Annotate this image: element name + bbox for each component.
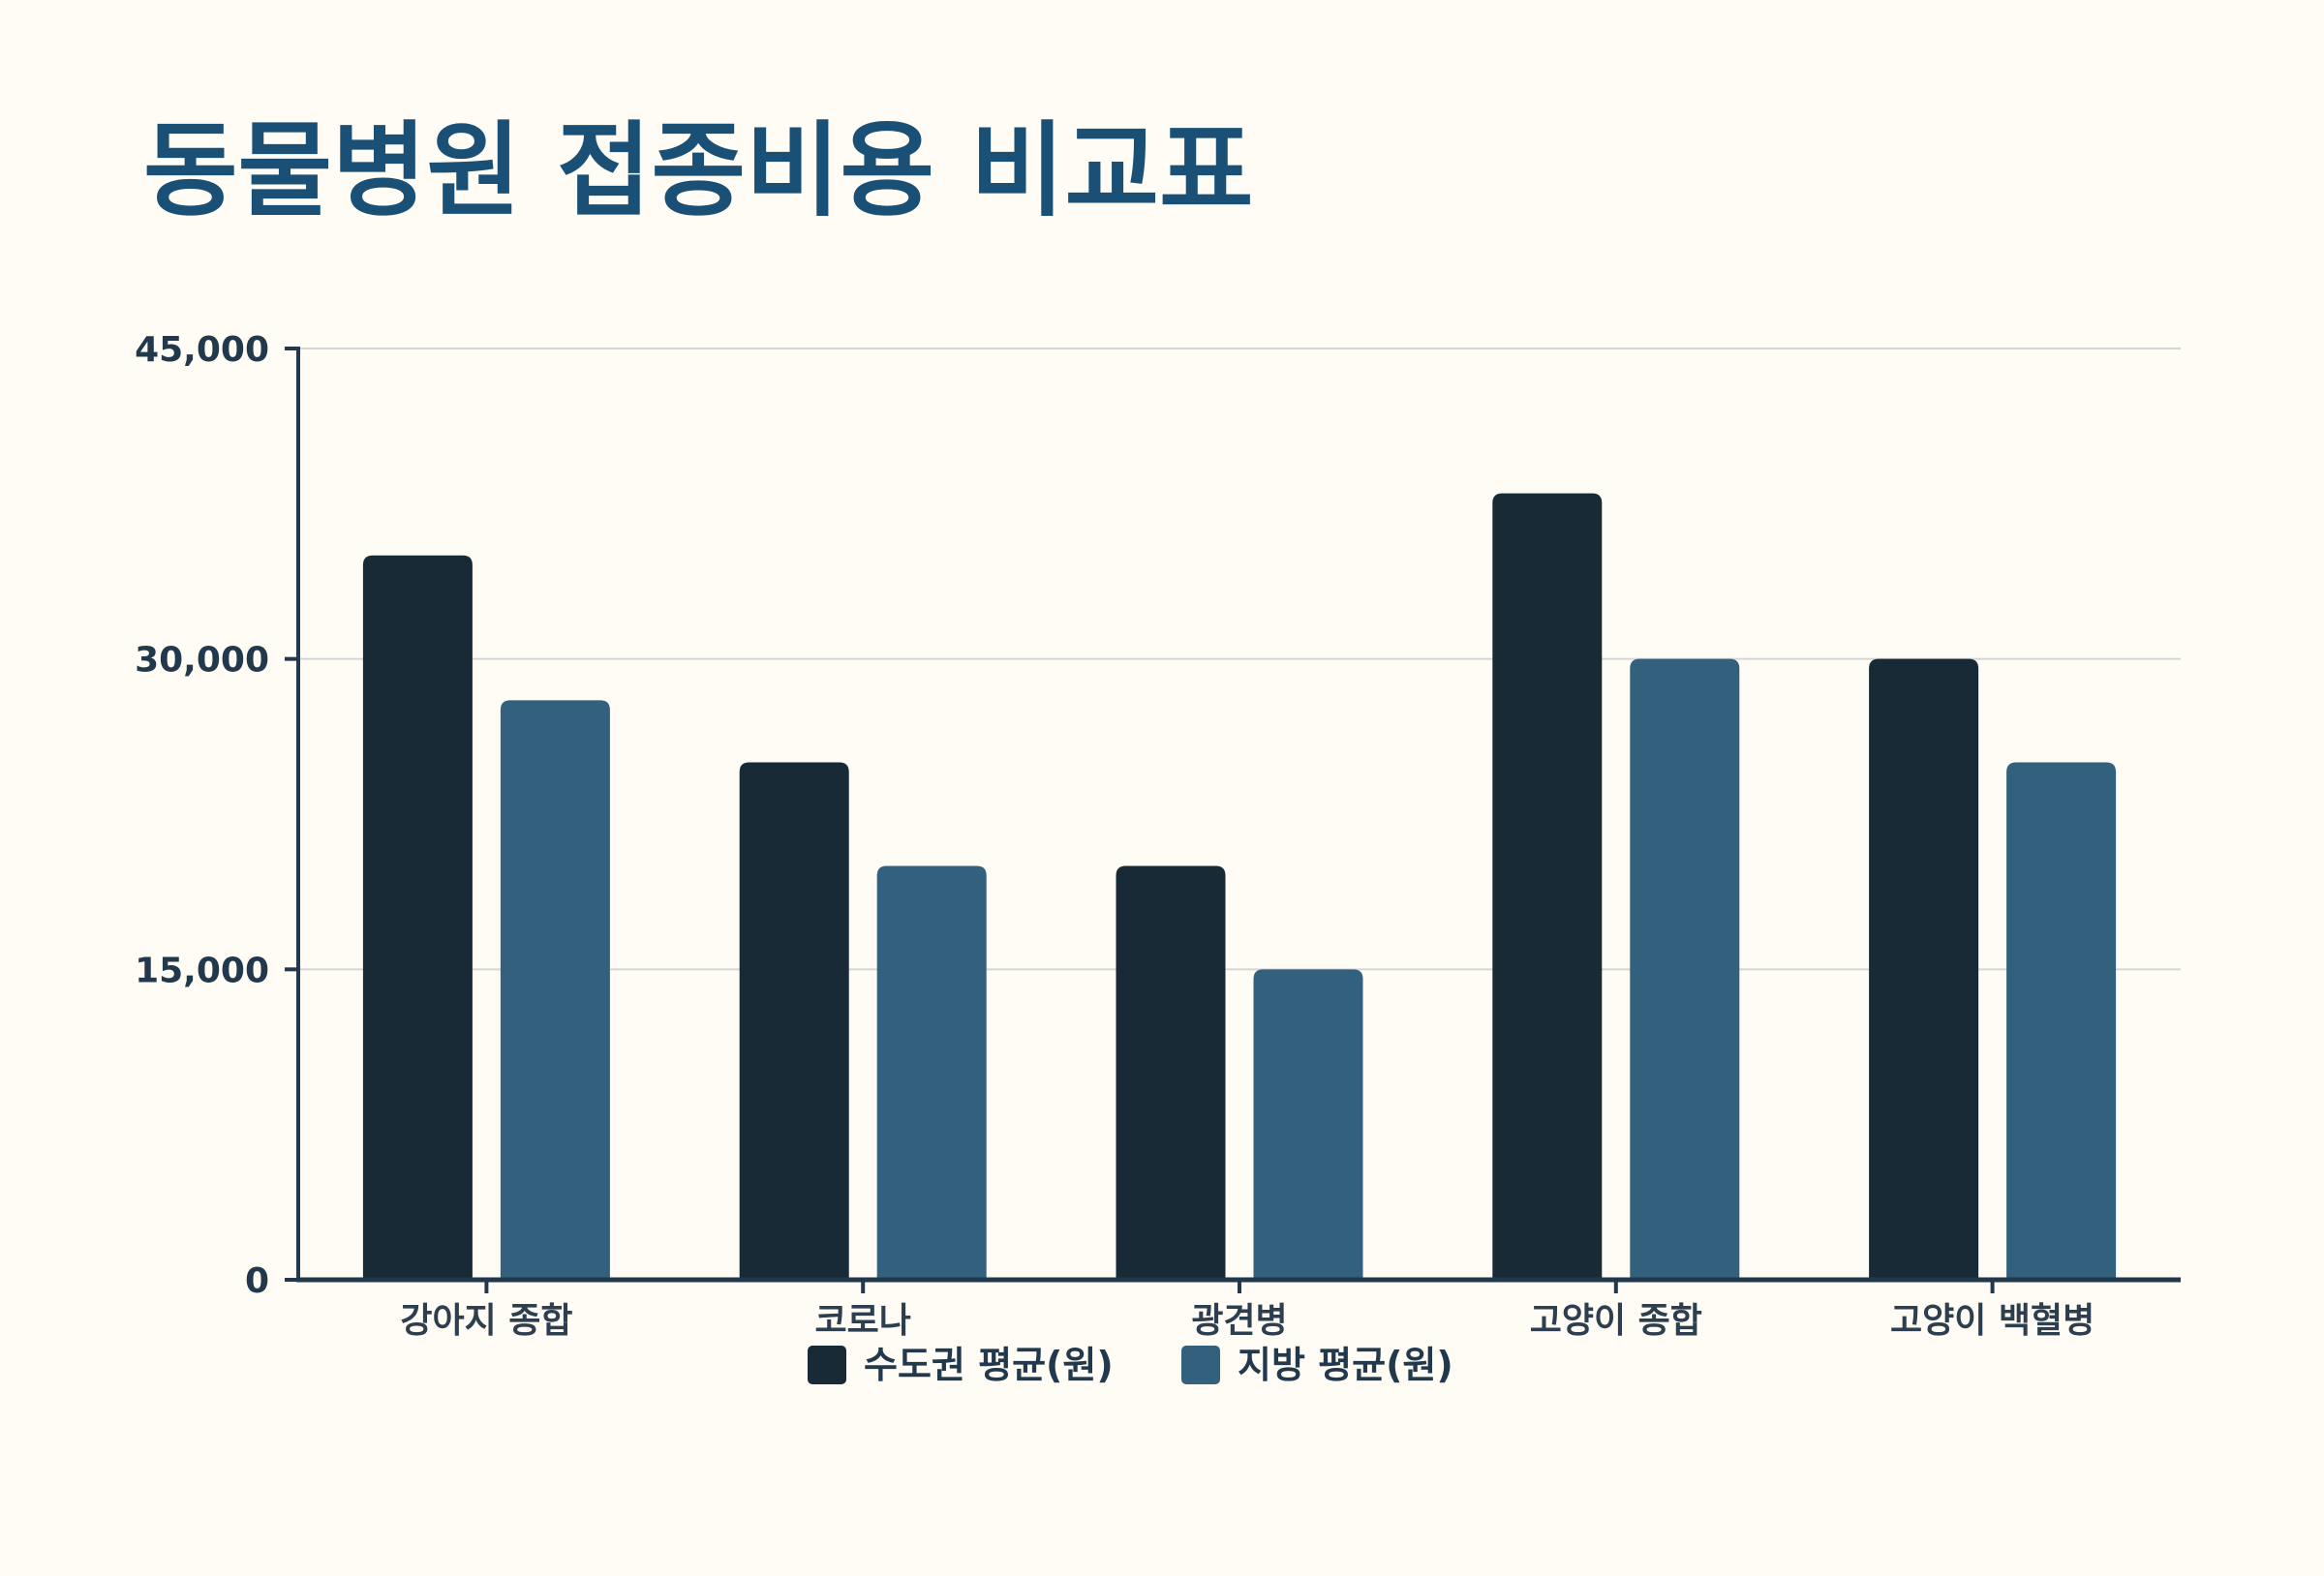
legend-swatch bbox=[1181, 1346, 1220, 1384]
bar bbox=[1630, 658, 1740, 1280]
legend-swatch bbox=[808, 1346, 846, 1384]
legend: 수도권 평균(원) 지방 평균(원) bbox=[808, 1344, 1453, 1386]
y-tick-label: 45,000 bbox=[135, 330, 269, 370]
bar bbox=[1253, 969, 1363, 1280]
x-tick-label: 강아지 종합 bbox=[400, 1301, 572, 1341]
bar bbox=[1869, 658, 1979, 1280]
y-tick-label: 30,000 bbox=[135, 641, 269, 681]
grid-lines bbox=[298, 348, 2181, 971]
x-tick-label: 고양이 백혈병 bbox=[1890, 1301, 2095, 1341]
axes bbox=[285, 347, 2181, 1293]
bar bbox=[876, 865, 987, 1280]
bar bbox=[2006, 762, 2117, 1280]
x-tick-label: 고양이 종합 bbox=[1530, 1301, 1702, 1341]
legend-label: 수도권 평균(원) bbox=[864, 1344, 1114, 1386]
chart-title: 동물병원 접종비용 비교표 bbox=[143, 111, 1254, 230]
bar bbox=[500, 700, 610, 1280]
bars bbox=[362, 493, 2117, 1281]
x-tick-label: 코로나 bbox=[815, 1301, 911, 1341]
legend-label: 지방 평균(원) bbox=[1238, 1344, 1453, 1386]
bar bbox=[1492, 493, 1603, 1281]
y-tick-label: 0 bbox=[245, 1261, 269, 1301]
y-tick-label: 15,000 bbox=[135, 951, 269, 990]
bar bbox=[1116, 865, 1226, 1280]
x-tick-label: 광견병 bbox=[1191, 1301, 1287, 1341]
bar bbox=[362, 555, 473, 1280]
tick-labels: 0 15,000 30,000 45,000 강아지 종합 코로나 광견병 고양이 종합 고양이… bbox=[135, 330, 2095, 1341]
bar bbox=[739, 762, 849, 1280]
